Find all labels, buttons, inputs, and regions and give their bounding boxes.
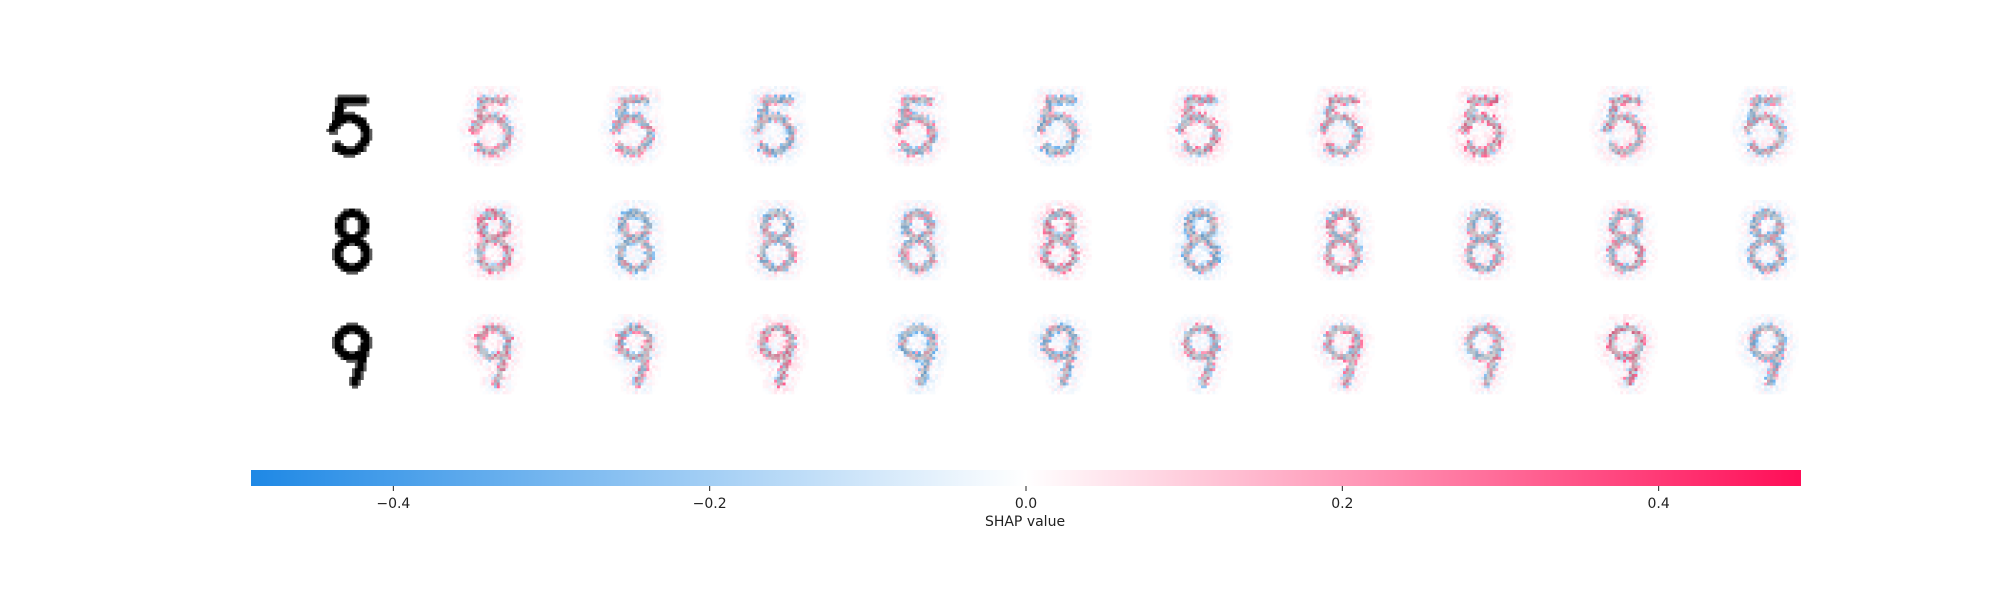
digit-image-5: [326, 94, 373, 158]
shap-map-digit-5-class-2: [739, 86, 809, 167]
colorbar-tick-label: 0.0: [1015, 496, 1037, 512]
shap-map-digit-8-class-8: [1594, 200, 1658, 281]
colorbar-tick-label: −0.4: [376, 496, 410, 512]
shap-map-digit-5-class-1: [597, 86, 667, 167]
colorbar-gradient: [251, 470, 1801, 486]
shap-map-digit-8-class-5: [1169, 200, 1233, 281]
colorbar: −0.4 −0.2 0.0 0.2 0.4 SHAP value: [251, 470, 1801, 530]
shap-map-digit-8-class-1: [603, 200, 667, 281]
shap-map-digit-9-class-8: [1594, 314, 1658, 395]
shap-map-digit-5-class-5: [1163, 86, 1233, 167]
shap-map-digit-9-class-4: [1028, 314, 1092, 395]
shap-map-digit-5-class-8: [1588, 86, 1658, 167]
shap-map-digit-5-class-7: [1446, 86, 1516, 167]
shap-map-digit-9-class-1: [603, 314, 667, 395]
digit-image-8: [332, 208, 373, 275]
shap-map-digit-8-class-0: [462, 200, 526, 281]
shap-map-digit-9-class-6: [1311, 314, 1375, 395]
colorbar-label: SHAP value: [985, 514, 1065, 530]
shap-map-digit-9-class-5: [1169, 314, 1233, 395]
shap-map-digit-8-class-9: [1735, 200, 1799, 281]
digit-image-9: [332, 322, 373, 389]
shap-map-digit-8-class-4: [1028, 200, 1092, 281]
shap-map-digit-5-class-4: [1022, 86, 1092, 167]
colorbar-tick-label: 0.2: [1331, 496, 1353, 512]
shap-map-digit-5-class-6: [1305, 86, 1375, 167]
shap-map-digit-8-class-7: [1452, 200, 1516, 281]
shap-map-digit-9-class-9: [1735, 314, 1799, 395]
shap-map-digit-8-class-6: [1311, 200, 1375, 281]
shap-map-digit-9-class-2: [745, 314, 809, 395]
colorbar-tick-label: −0.2: [693, 496, 727, 512]
shap-map-digit-9-class-0: [462, 314, 526, 395]
shap-map-digit-8-class-2: [745, 200, 809, 281]
shap-map-digit-8-class-3: [886, 200, 950, 281]
image-grid: [326, 86, 1799, 395]
shap-map-digit-5-class-3: [880, 86, 950, 167]
colorbar-ticks: −0.4 −0.2 0.0 0.2 0.4: [376, 486, 1670, 512]
shap-map-digit-5-class-0: [456, 86, 526, 167]
shap-map-digit-5-class-9: [1729, 86, 1799, 167]
shap-map-digit-9-class-7: [1452, 314, 1516, 395]
colorbar-tick-label: 0.4: [1648, 496, 1670, 512]
shap-map-digit-9-class-3: [886, 314, 950, 395]
